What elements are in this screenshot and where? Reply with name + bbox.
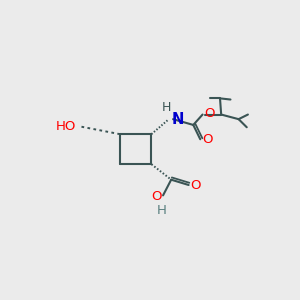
Text: HO: HO [56,120,76,133]
Text: O: O [152,190,162,203]
Text: O: O [202,134,212,146]
Text: H: H [162,101,171,114]
Text: H: H [157,204,167,217]
Text: O: O [190,179,201,192]
Text: O: O [204,107,215,120]
Text: N: N [172,112,184,127]
